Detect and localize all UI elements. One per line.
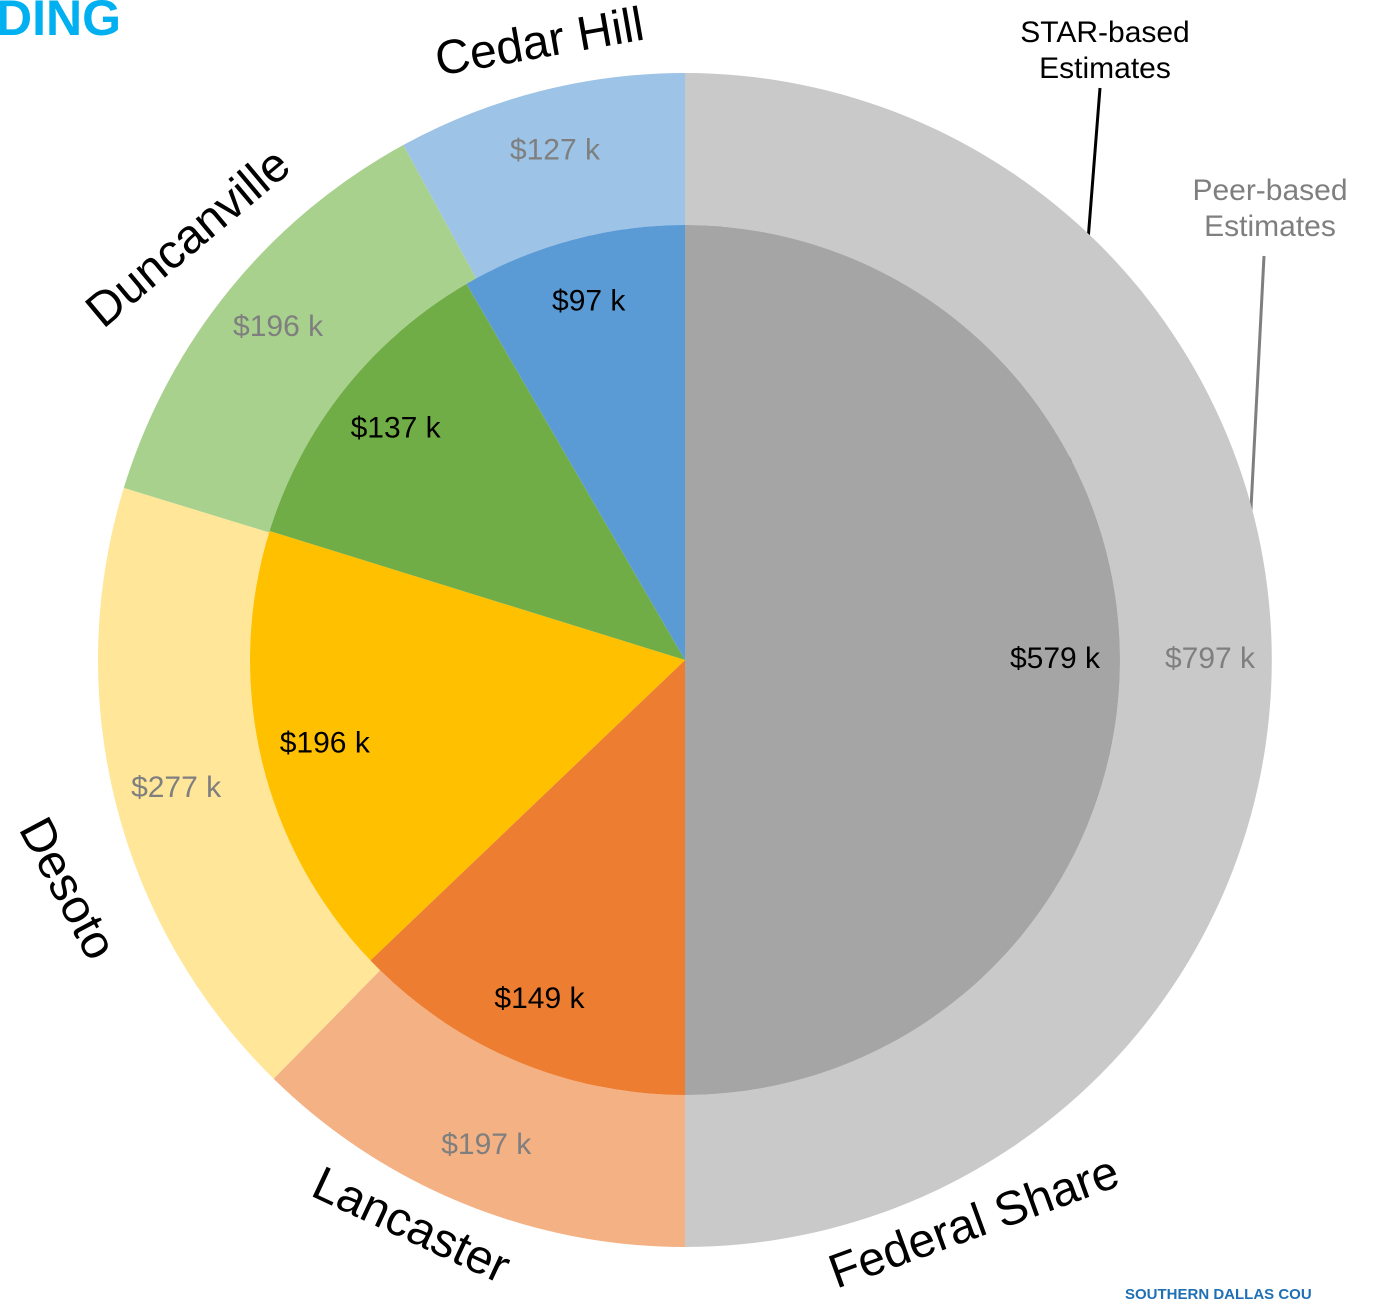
slice <box>269 283 685 660</box>
data-label: $196 k <box>280 726 371 759</box>
data-label: $277 k <box>131 771 222 804</box>
data-label: $137 k <box>351 411 442 444</box>
data-label: $196 k <box>233 310 324 343</box>
category-label: Cedar Hill <box>431 0 648 87</box>
slice <box>685 73 1272 1247</box>
data-label: $149 k <box>494 982 585 1015</box>
data-label: $579 k <box>1010 642 1101 675</box>
slice <box>685 225 1120 1095</box>
slice <box>403 73 685 279</box>
slice <box>98 487 381 1079</box>
data-label: $127 k <box>510 133 601 166</box>
series-annotation: Peer-based Estimates <box>1192 174 1348 243</box>
data-label: $97 k <box>552 285 626 318</box>
category-label: Desoto <box>8 809 126 968</box>
data-label: $197 k <box>441 1128 532 1161</box>
slice <box>466 225 685 660</box>
slice <box>370 660 685 1095</box>
slice <box>273 970 685 1247</box>
slice <box>250 530 685 961</box>
data-label: $797 k <box>1165 642 1256 675</box>
chart-title: DING <box>0 0 121 46</box>
slice <box>123 145 477 533</box>
series-annotation: STAR-based Estimates <box>1020 16 1190 85</box>
footer: SOUTHERN DALLAS COU <box>1125 1286 1312 1302</box>
